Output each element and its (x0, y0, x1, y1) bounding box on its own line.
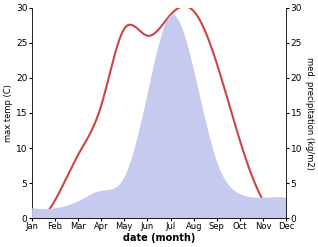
Y-axis label: med. precipitation (kg/m2): med. precipitation (kg/m2) (305, 57, 314, 169)
Y-axis label: max temp (C): max temp (C) (4, 84, 13, 142)
X-axis label: date (month): date (month) (123, 233, 195, 243)
